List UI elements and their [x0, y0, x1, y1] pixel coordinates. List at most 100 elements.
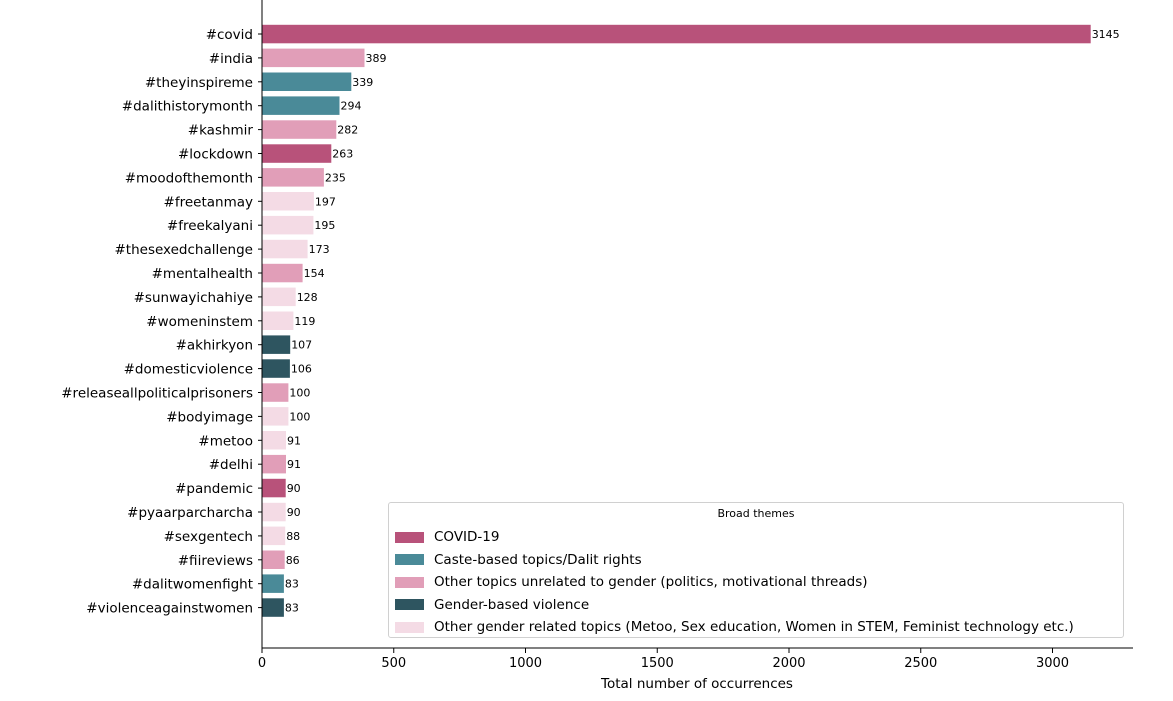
value-label: 100 — [289, 410, 310, 423]
value-label: 235 — [325, 171, 346, 184]
value-label: 294 — [341, 100, 362, 113]
value-label: 86 — [286, 554, 300, 567]
bar-sunwayichahiye — [262, 287, 296, 307]
bar-pandemic — [262, 478, 286, 498]
value-label: 100 — [289, 387, 310, 400]
x-axis-title: Total number of occurrences — [600, 676, 793, 692]
bar-dalithistorymonth — [262, 96, 340, 115]
bar-kashmir — [262, 120, 337, 139]
x-tick-label: 2500 — [904, 656, 937, 671]
bar-theyinspireme — [262, 72, 352, 91]
value-label: 173 — [309, 243, 330, 256]
legend: Broad themes COVID-19 Caste-based topics/… — [388, 502, 1124, 638]
value-label: 91 — [287, 458, 301, 471]
value-label: 389 — [366, 52, 387, 65]
bar-violenceagainstwomen — [262, 598, 284, 617]
bar-india — [262, 48, 365, 68]
x-tick-label: 500 — [381, 656, 406, 671]
legend-item: Other topics unrelated to gender (politi… — [395, 572, 868, 592]
value-label: 119 — [294, 315, 315, 328]
value-label: 282 — [337, 124, 358, 137]
value-label: 106 — [291, 363, 312, 376]
value-label: 88 — [286, 530, 300, 543]
x-axis: 0 500 1000 1500 2000 2500 3000 — [258, 648, 1069, 671]
bars-group — [262, 24, 1091, 617]
bar-releaseallpoliticalprisoners — [262, 383, 289, 402]
legend-label: COVID-19 — [434, 529, 500, 545]
value-label: 3145 — [1092, 28, 1120, 41]
bar-freekalyani — [262, 215, 314, 235]
legend-swatch — [395, 599, 424, 610]
category-label: #lockdown — [178, 147, 253, 163]
legend-swatch — [395, 554, 424, 565]
x-tick-label: 1500 — [641, 656, 674, 671]
category-label: #india — [209, 51, 253, 67]
value-labels: 3145 389 339 294 282 263 235 197 195 173 154 128 119… — [285, 28, 1120, 615]
category-label: #freekalyani — [167, 218, 253, 234]
category-label: #pyaarparcharcha — [127, 505, 253, 521]
bar-covid — [262, 24, 1091, 44]
bar-metoo — [262, 431, 286, 450]
value-label: 90 — [287, 482, 301, 495]
legend-item: Gender-based violence — [395, 595, 589, 615]
x-tick-label: 3000 — [1036, 656, 1069, 671]
category-label: #delhi — [209, 457, 253, 473]
bar-delhi — [262, 454, 286, 474]
category-label: #theyinspireme — [145, 75, 253, 91]
bar-akhirkyon — [262, 335, 291, 354]
value-label: 154 — [304, 267, 325, 280]
bar-fiireviews — [262, 550, 285, 569]
category-label: #mentalhealth — [152, 266, 253, 282]
category-labels: #covid #india #theyinspireme #dalithistorym… — [61, 27, 262, 617]
category-label: #womeninstem — [146, 314, 253, 330]
category-label: #freetanmay — [164, 194, 253, 210]
value-label: 339 — [352, 76, 373, 89]
legend-item: Caste-based topics/Dalit rights — [395, 550, 642, 570]
bar-freetanmay — [262, 192, 314, 211]
value-label: 128 — [297, 291, 318, 304]
legend-swatch — [395, 621, 424, 633]
category-label: #covid — [206, 27, 253, 43]
value-label: 195 — [314, 219, 335, 232]
category-label: #violenceagainstwomen — [86, 601, 253, 617]
value-label: 83 — [285, 602, 299, 615]
category-label: #dalithistorymonth — [122, 99, 253, 115]
category-label: #metoo — [198, 433, 253, 449]
bar-moodofthemonth — [262, 168, 324, 187]
legend-label: Gender-based violence — [434, 596, 590, 613]
value-label: 107 — [291, 339, 312, 352]
bar-sexgentech — [262, 526, 286, 546]
category-label: #dalitwomenfight — [132, 577, 253, 593]
x-tick-label: 2000 — [772, 656, 805, 671]
category-label: #pandemic — [175, 481, 253, 497]
category-label: #moodofthemonth — [125, 170, 253, 186]
value-label: 90 — [287, 506, 301, 519]
category-label: #fiireviews — [178, 553, 253, 569]
bar-thesexedchallenge — [262, 239, 308, 259]
value-label: 197 — [315, 195, 336, 208]
legend-label: Caste-based topics/Dalit rights — [434, 551, 642, 568]
value-label: 263 — [332, 148, 353, 161]
category-label: #sunwayichahiye — [134, 290, 253, 306]
legend-label: Other topics unrelated to gender (politi… — [434, 574, 868, 590]
legend-item: COVID-19 — [395, 527, 499, 547]
category-label: #sexgentech — [164, 529, 253, 545]
value-label: 91 — [287, 434, 301, 447]
bar-domesticviolence — [262, 359, 290, 378]
category-label: #kashmir — [188, 123, 254, 139]
bar-womeninstem — [262, 311, 294, 330]
category-label: #bodyimage — [166, 409, 253, 425]
bar-pyaarparcharcha — [262, 502, 286, 522]
legend-item: Other gender related topics (Metoo, Sex … — [395, 617, 1074, 637]
legend-swatch — [395, 531, 424, 543]
legend-label: Other gender related topics (Metoo, Sex … — [434, 619, 1074, 635]
category-label: #thesexedchallenge — [114, 242, 253, 258]
bar-mentalhealth — [262, 263, 303, 283]
category-label: #akhirkyon — [176, 338, 253, 354]
legend-title: Broad themes — [717, 507, 795, 520]
category-label: #releaseallpoliticalprisoners — [61, 386, 253, 402]
bar-dalitwomenfight — [262, 574, 284, 593]
x-tick-label: 1000 — [509, 656, 542, 671]
legend-swatch — [395, 576, 424, 588]
